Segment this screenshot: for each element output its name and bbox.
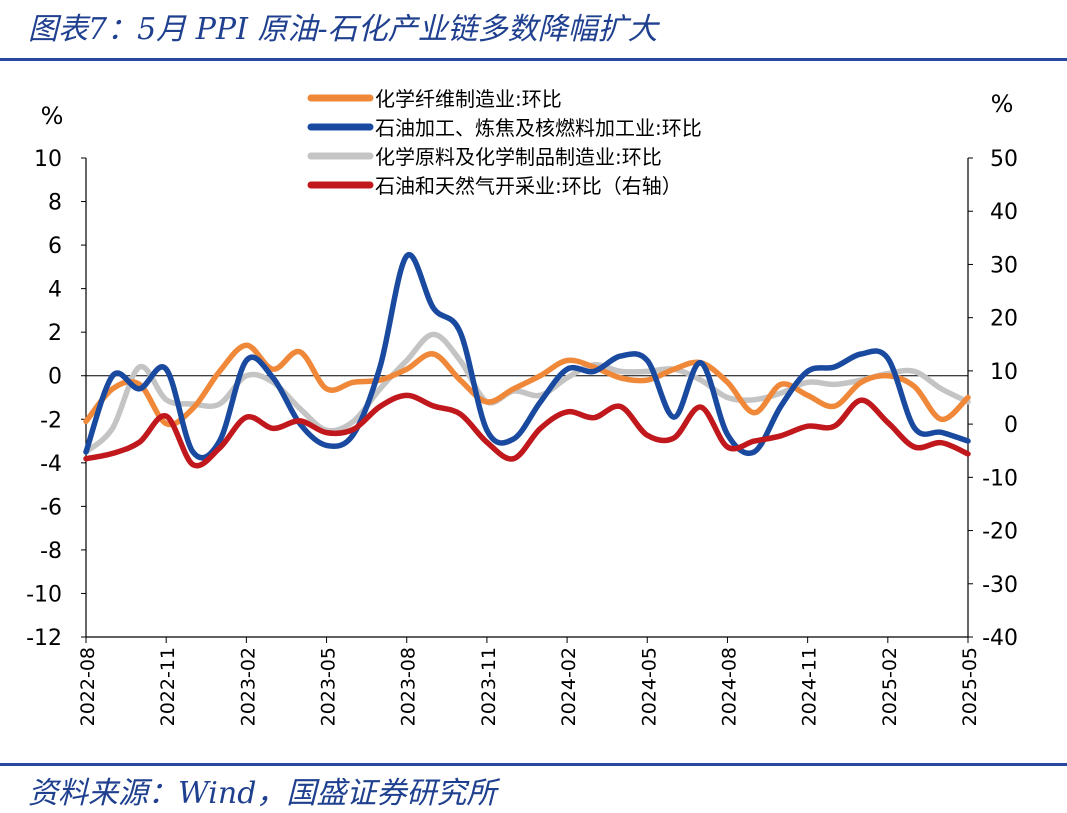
- series-line-4: [83, 392, 971, 469]
- left-tick-label: -4: [40, 452, 62, 477]
- left-unit-label: %: [41, 102, 64, 130]
- left-tick-label: 6: [48, 234, 62, 259]
- right-tick-label: 30: [990, 253, 1018, 278]
- x-tick-label: 2024-08: [718, 647, 740, 726]
- right-tick-label: 10: [990, 360, 1018, 385]
- left-tick-label: -2: [40, 408, 62, 433]
- x-tick-label: 2025-05: [959, 647, 981, 726]
- x-tick-label: 2023-08: [398, 647, 420, 726]
- source-note: 资料来源：Wind，国盛证券研究所: [28, 776, 497, 811]
- x-tick-label: 2022-11: [157, 647, 179, 726]
- right-tick-label: 20: [990, 307, 1018, 332]
- series-line-1: [83, 342, 971, 428]
- left-tick-label: -6: [40, 495, 62, 520]
- right-tick-label: 40: [990, 200, 1018, 225]
- x-tick-label: 2023-11: [478, 647, 500, 726]
- series-line-3: [83, 331, 971, 455]
- series-line-2: [83, 252, 971, 461]
- legend-label-1: 化学纤维制造业:环比: [375, 87, 562, 111]
- chart-title: 图表7：5月 PPI 原油-石化产业链多数降幅扩大: [28, 12, 658, 47]
- legend-label-4: 石油和天然气开采业:环比（右轴）: [375, 174, 682, 198]
- legend-label-3: 化学原料及化学制品制造业:环比: [375, 145, 662, 169]
- x-tick-label: 2023-05: [318, 647, 340, 726]
- x-tick-label: 2024-11: [799, 647, 821, 726]
- left-tick-label: -8: [40, 539, 62, 564]
- left-tick-label: 2: [48, 321, 62, 346]
- x-tick-label: 2023-02: [237, 647, 259, 726]
- left-tick-label: 10: [34, 147, 62, 172]
- left-tick-label: 4: [48, 278, 62, 303]
- x-tick-label: 2024-02: [558, 647, 580, 726]
- right-tick-label: 0: [1004, 413, 1018, 438]
- top-rule: [0, 58, 1067, 61]
- right-unit-label: %: [991, 90, 1014, 118]
- left-tick-label: 8: [48, 191, 62, 216]
- right-tick-label: -10: [982, 466, 1018, 491]
- x-tick-label: 2025-02: [879, 647, 901, 726]
- legend-label-2: 石油加工、炼焦及核燃料加工业:环比: [375, 116, 702, 140]
- bottom-rule: [0, 763, 1067, 766]
- x-tick-label: 2022-08: [77, 647, 99, 726]
- right-tick-label: -20: [982, 520, 1018, 545]
- left-tick-label: -12: [26, 626, 62, 651]
- right-tick-label: -30: [982, 573, 1018, 598]
- right-tick-label: -40: [982, 626, 1018, 651]
- right-tick-label: 50: [990, 147, 1018, 172]
- left-tick-label: 0: [48, 365, 62, 390]
- x-tick-label: 2024-05: [638, 647, 660, 726]
- left-tick-label: -10: [26, 582, 62, 607]
